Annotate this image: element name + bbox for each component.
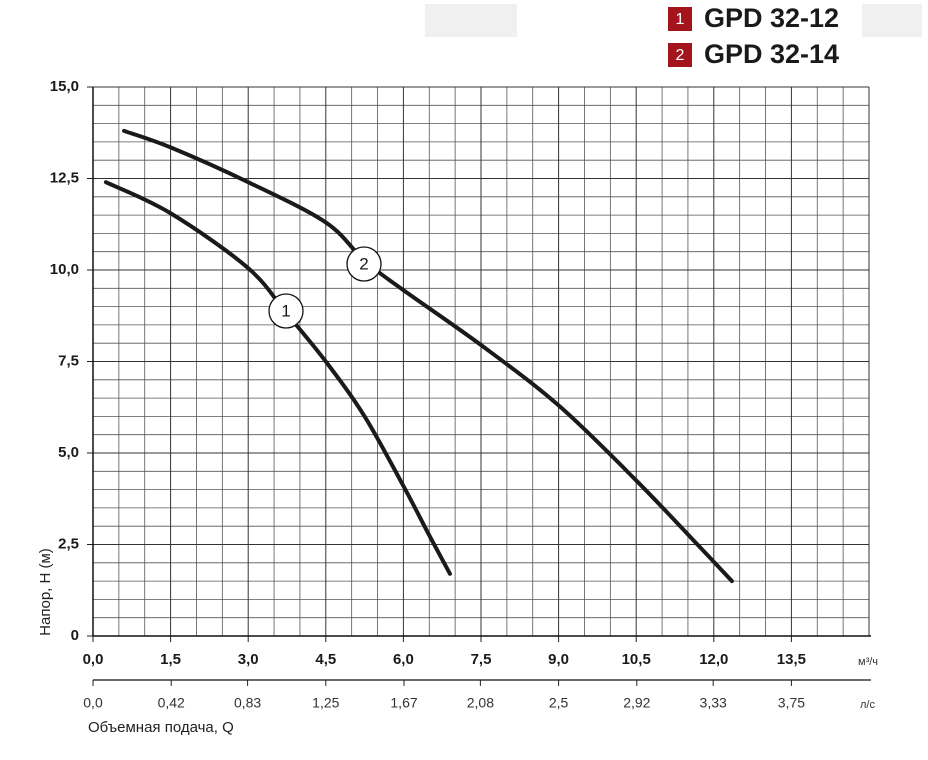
x-tick-label: 6,0 [393, 651, 414, 668]
legend-swatch [668, 7, 692, 31]
curve-label: 1 [281, 301, 290, 320]
x-axis-title: Объемная подача, Q [88, 719, 234, 736]
y-tick-label: 2,5 [58, 535, 79, 552]
x-tick-label: 4,5 [315, 651, 336, 668]
y-tick-label: 12,5 [50, 169, 79, 186]
x-tick-label: 13,5 [777, 651, 806, 668]
x-tick-label: 3,0 [238, 651, 259, 668]
x-tick-label: 1,5 [160, 651, 181, 668]
x2-tick-label: 0,83 [234, 695, 261, 711]
legend-label: GPD 32-12 [704, 3, 839, 33]
x2-tick-label: 3,33 [700, 695, 727, 711]
x-tick-label: 0,0 [83, 651, 104, 668]
header-box [425, 4, 517, 37]
x2-tick-label: 3,75 [778, 695, 805, 711]
x2-tick-label: 2,92 [623, 695, 650, 711]
x2-tick-label: 1,25 [312, 695, 339, 711]
x2-tick-label: 2,08 [467, 695, 494, 711]
x2-tick-label: 0,42 [158, 695, 185, 711]
x2-tick-label: 2,5 [549, 695, 569, 711]
legend-number: 2 [676, 47, 685, 64]
pump-curve [103, 180, 452, 576]
y-tick-label: 0 [71, 627, 79, 644]
y-tick-label: 5,0 [58, 444, 79, 461]
legend-number: 1 [676, 11, 685, 28]
x2-tick-label: 1,67 [390, 695, 417, 711]
header-box [862, 4, 922, 37]
x2-unit: л/с [860, 699, 875, 711]
x2-tick-label: 0,0 [83, 695, 103, 711]
pump-curve [122, 128, 734, 584]
curve-label: 2 [359, 254, 368, 273]
x-tick-label: 10,5 [622, 651, 651, 668]
legend-label: GPD 32-14 [704, 39, 839, 69]
x-tick-label: 9,0 [548, 651, 569, 668]
y-tick-label: 10,0 [50, 261, 79, 278]
legend-swatch [668, 43, 692, 67]
y-tick-label: 7,5 [58, 352, 79, 369]
x-tick-label: 12,0 [699, 651, 728, 668]
curve-label-circle [346, 246, 382, 282]
x-tick-label: 7,5 [471, 651, 492, 668]
x-unit: м³/ч [858, 656, 878, 668]
y-tick-label: 15,0 [50, 78, 79, 95]
curve-label-circle [268, 293, 304, 329]
y-axis-title: Напор, H (м) [37, 548, 54, 636]
